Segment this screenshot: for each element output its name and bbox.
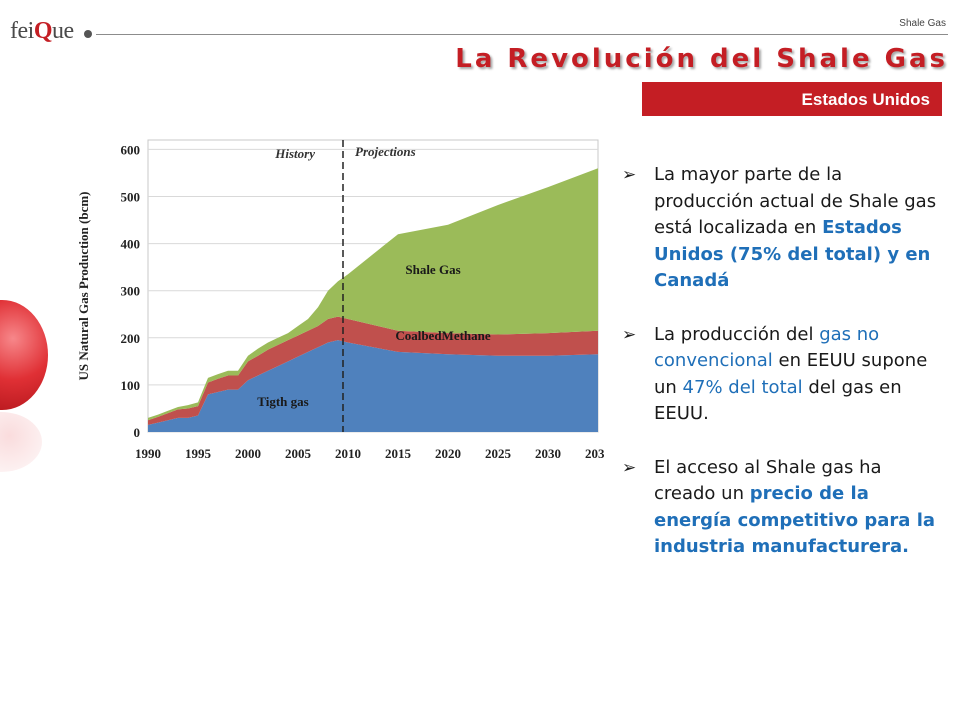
y-tick-label: 500 [121,190,141,205]
y-tick-label: 0 [134,425,141,440]
feique-logo: feiQue [10,18,74,44]
y-tick-label: 600 [121,142,141,157]
bullet-text-segment: precio de la energía competitivo para la… [654,483,936,557]
x-tick-label: 2000 [235,446,261,461]
arrow-bullet-icon: ➢ [622,324,637,345]
series-label: Shale Gas [405,262,460,277]
bullet-text-segment: gas no convencional [654,323,880,372]
x-tick-label: 2030 [535,446,561,461]
x-tick-label: 2020 [435,446,461,461]
slide-title: La Revolución del Shale Gas [455,44,948,74]
bullet-item: ➢ La mayor parte de la producción actual … [620,162,940,295]
tight-gas-area [148,340,598,432]
series-label: CoalbedMethane [395,328,491,343]
document-tag: Shale Gas [899,18,946,29]
y-tick-label: 200 [121,331,141,346]
decorative-sphere-reflection [0,412,42,472]
bullet-text-segment: El acceso al Shale gas ha creado un [654,456,882,505]
y-tick-label: 100 [121,378,141,393]
x-tick-label: 2035 [585,446,604,461]
slide-subtitle: Estados Unidos [801,90,930,109]
bullet-text-segment: La producción del [654,323,820,345]
shale-gas-area [148,168,598,421]
x-tick-label: 1995 [185,446,212,461]
x-tick-label: 2010 [335,446,361,461]
gas-production-chart: 0 100 200 300 400 500 600 1990 1995 2000 2005 2010 2… [72,128,612,468]
bullet-text-segment: La mayor parte de la producción actual d… [654,164,937,238]
coalbed-methane-area [148,316,598,425]
bullet-text-segment: Estados Unidos (75% del total) y en Cana… [654,217,931,291]
logo-dot-icon [84,30,92,38]
bullet-list: ➢ La mayor parte de la producción actual … [620,162,940,588]
decorative-red-sphere [0,300,48,410]
bullet-item: ➢ El acceso al Shale gas ha creado un pre… [620,455,940,561]
history-label: History [274,146,315,161]
arrow-bullet-icon: ➢ [622,165,637,185]
bullet-text-segment: del gas en EEUU. [654,376,902,425]
x-tick-label: 1990 [135,446,161,461]
x-tick-label: 2005 [285,446,312,461]
y-tick-label: 300 [121,284,141,299]
projections-label: Projections [355,144,416,159]
x-tick-label: 2015 [385,446,412,461]
subtitle-bar: Estados Unidos [642,82,942,116]
y-axis-label: US Natural Gas Production (bcm) [76,192,91,381]
header-divider [96,34,948,35]
x-tick-label: 2025 [485,446,512,461]
bullet-text-segment: 47% del total [682,376,803,398]
chart-svg: 0 100 200 300 400 500 600 1990 1995 2000 2005 2010 2… [76,139,612,461]
y-tick-label: 400 [121,237,141,252]
series-label: Tigth gas [257,394,308,409]
arrow-bullet-icon: ➢ [622,457,637,478]
bullet-item: ➢ La producción del gas no convencional e… [620,322,940,428]
bullet-text-segment: en EEUU supone un [654,350,928,398]
